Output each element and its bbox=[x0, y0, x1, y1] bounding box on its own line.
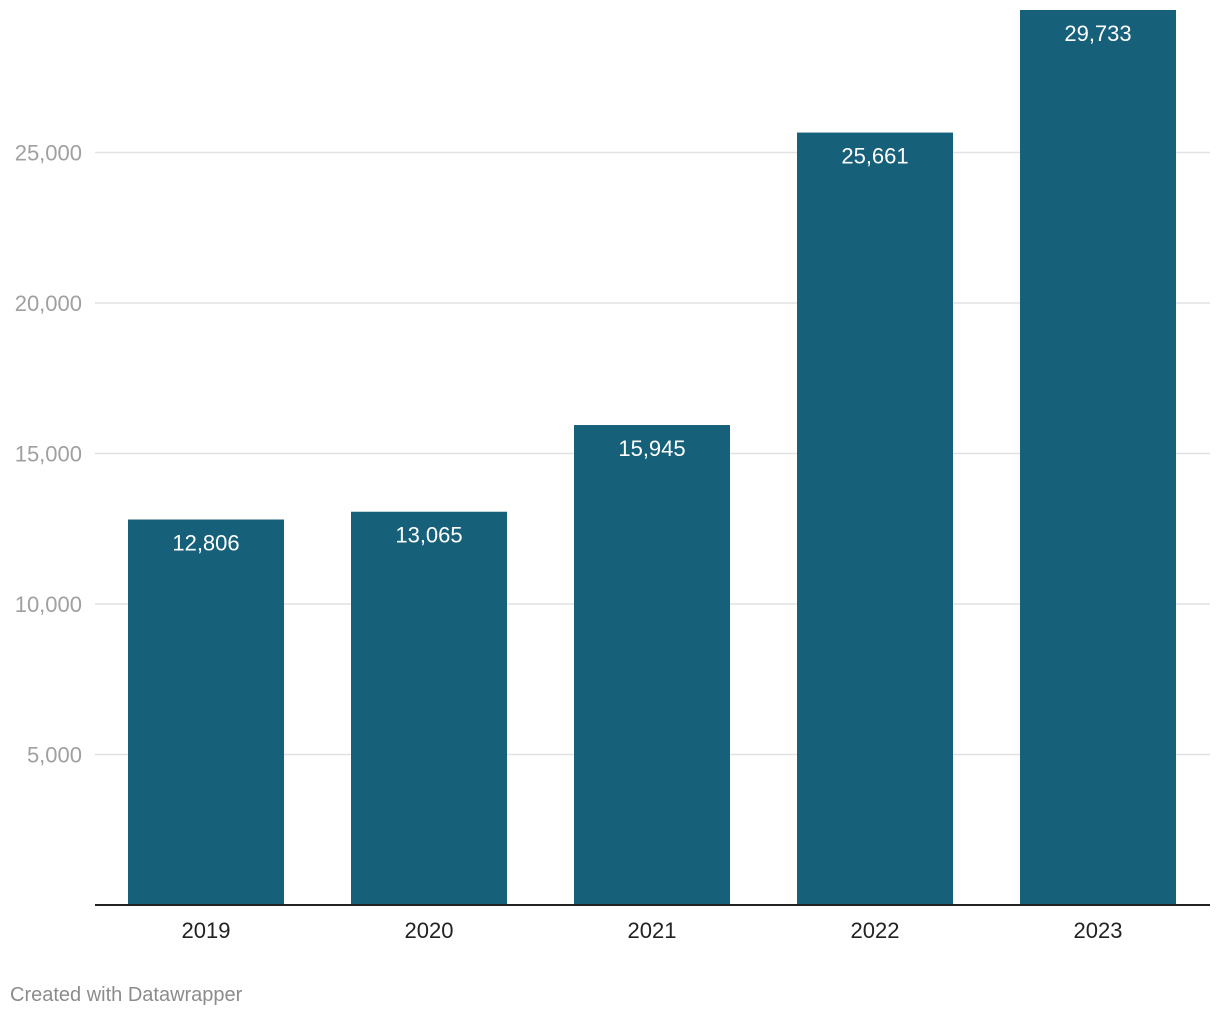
y-tick-label: 15,000 bbox=[15, 441, 82, 466]
x-tick-label: 2022 bbox=[851, 918, 900, 943]
datawrapper-credit: Created with Datawrapper bbox=[10, 984, 243, 1006]
x-tick-label: 2023 bbox=[1074, 918, 1123, 943]
y-tick-label: 25,000 bbox=[15, 140, 82, 165]
y-tick-label: 10,000 bbox=[15, 592, 82, 617]
bar-2020 bbox=[351, 511, 507, 905]
value-label: 29,733 bbox=[1064, 21, 1131, 46]
value-labels: 12,806 13,065 15,945 25,661 29,733 bbox=[172, 21, 1131, 556]
y-tick-label: 5,000 bbox=[27, 742, 82, 767]
value-label: 25,661 bbox=[841, 144, 908, 169]
value-label: 13,065 bbox=[395, 523, 462, 548]
bar-2022 bbox=[797, 132, 953, 906]
bar-2023 bbox=[1020, 10, 1176, 905]
y-axis-ticks: 5,000 10,000 15,000 20,000 25,000 bbox=[15, 140, 82, 767]
x-tick-label: 2019 bbox=[182, 918, 231, 943]
bar-2021 bbox=[574, 425, 730, 905]
value-label: 12,806 bbox=[172, 531, 239, 556]
x-tick-label: 2020 bbox=[405, 918, 454, 943]
x-axis-ticks: 2019 2020 2021 2022 2023 bbox=[182, 918, 1123, 943]
x-tick-label: 2021 bbox=[628, 918, 677, 943]
bars bbox=[128, 10, 1176, 906]
y-tick-label: 20,000 bbox=[15, 291, 82, 316]
value-label: 15,945 bbox=[618, 436, 685, 461]
bar-2019 bbox=[128, 519, 284, 905]
